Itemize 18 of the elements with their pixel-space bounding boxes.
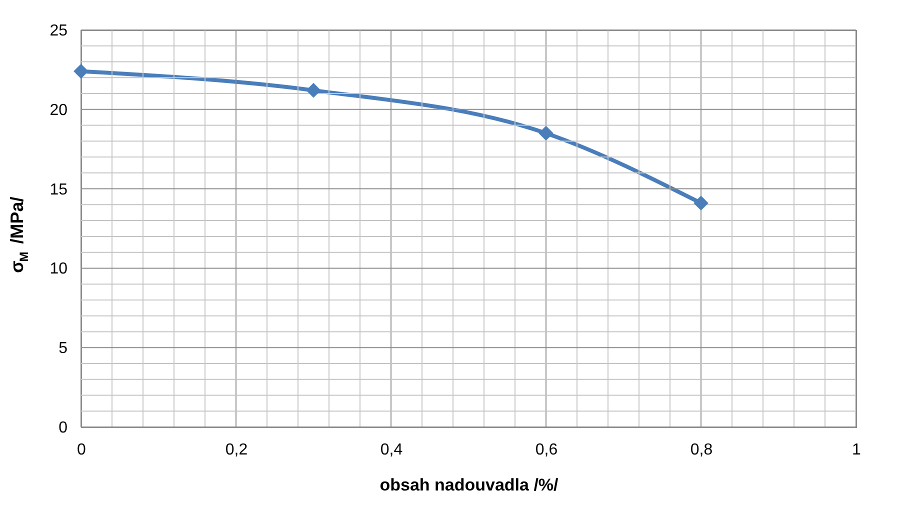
point bbox=[694, 196, 708, 211]
y-tick-label: 15 bbox=[50, 181, 68, 198]
y-tick-label: 0 bbox=[58, 420, 68, 436]
y-axis-title: σM /MPa/ bbox=[7, 196, 31, 273]
x-tick-label: 1 bbox=[852, 442, 862, 458]
y-tick-label: 20 bbox=[50, 102, 68, 119]
point bbox=[538, 126, 554, 141]
x-tick-label: 0,8 bbox=[690, 442, 713, 458]
x-tick-label: 0 bbox=[77, 442, 86, 458]
x-axis-title: obsah nadouvadla /%/ bbox=[380, 476, 559, 494]
y-tick-label: 25 bbox=[50, 22, 68, 40]
y-tick-label: 10 bbox=[50, 260, 68, 278]
x-tick-label: 0,4 bbox=[380, 442, 403, 458]
x-tick-label: 0,2 bbox=[225, 442, 248, 458]
y-tick-label: 5 bbox=[58, 340, 68, 358]
x-tick-label: 0,6 bbox=[535, 442, 558, 458]
point bbox=[306, 82, 321, 98]
point bbox=[74, 64, 88, 79]
